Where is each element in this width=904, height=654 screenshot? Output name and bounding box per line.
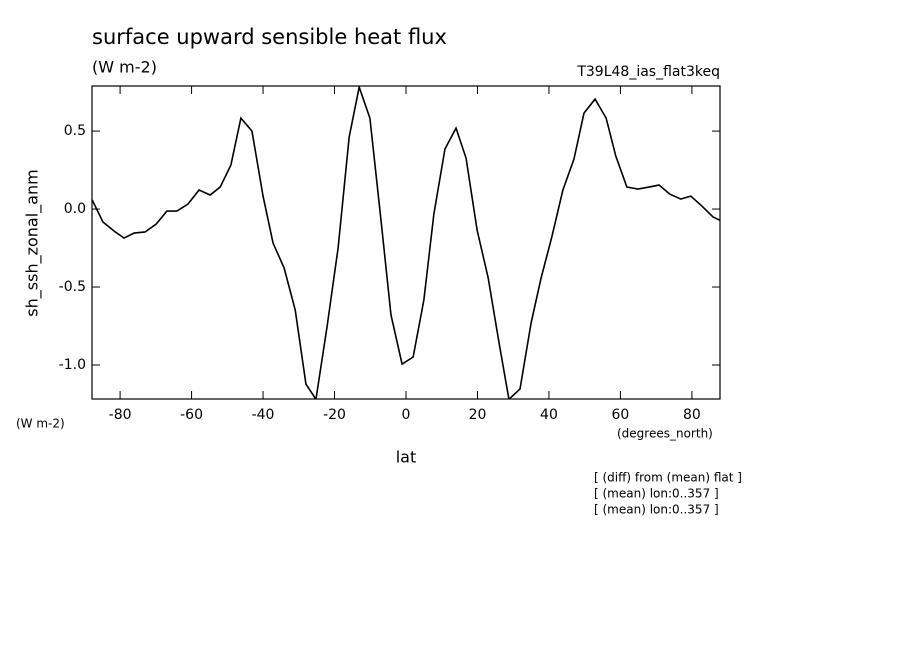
y-tick-label: 0.0 (64, 201, 86, 217)
x-tick-label: -60 (180, 407, 203, 423)
x-tick-label: 60 (612, 407, 630, 423)
y-tick-label: 0.5 (64, 123, 86, 139)
x-tick-label: 0 (402, 407, 411, 423)
x-axis-label: lat (396, 448, 417, 467)
y-units: (W m-2) (16, 417, 65, 431)
x-tick-label: -20 (323, 407, 346, 423)
plot-frame (91, 85, 721, 400)
x-units: (degrees_north) (617, 427, 713, 441)
y-tick-label: -1.0 (59, 357, 86, 373)
run-label: T39L48_ias_flat3keq (576, 64, 720, 80)
chart-title: surface upward sensible heat flux (92, 25, 447, 49)
x-tick-label: -80 (109, 407, 132, 423)
x-tick-label: 80 (683, 407, 701, 423)
annotation: [ (mean) lon:0..357 ] (594, 487, 719, 501)
data-line (92, 86, 720, 399)
y-tick-label: -0.5 (59, 279, 86, 295)
annotation: [ (diff) from (mean) flat ] (594, 471, 742, 485)
x-tick-label: -40 (252, 407, 275, 423)
x-tick-label: 20 (469, 407, 487, 423)
annotation: [ (mean) lon:0..357 ] (594, 503, 719, 517)
x-tick-label: 40 (540, 407, 558, 423)
y-axis-label: sh_ssh_zonal_anm (23, 169, 43, 316)
chart-subtitle: (W m-2) (92, 58, 157, 77)
